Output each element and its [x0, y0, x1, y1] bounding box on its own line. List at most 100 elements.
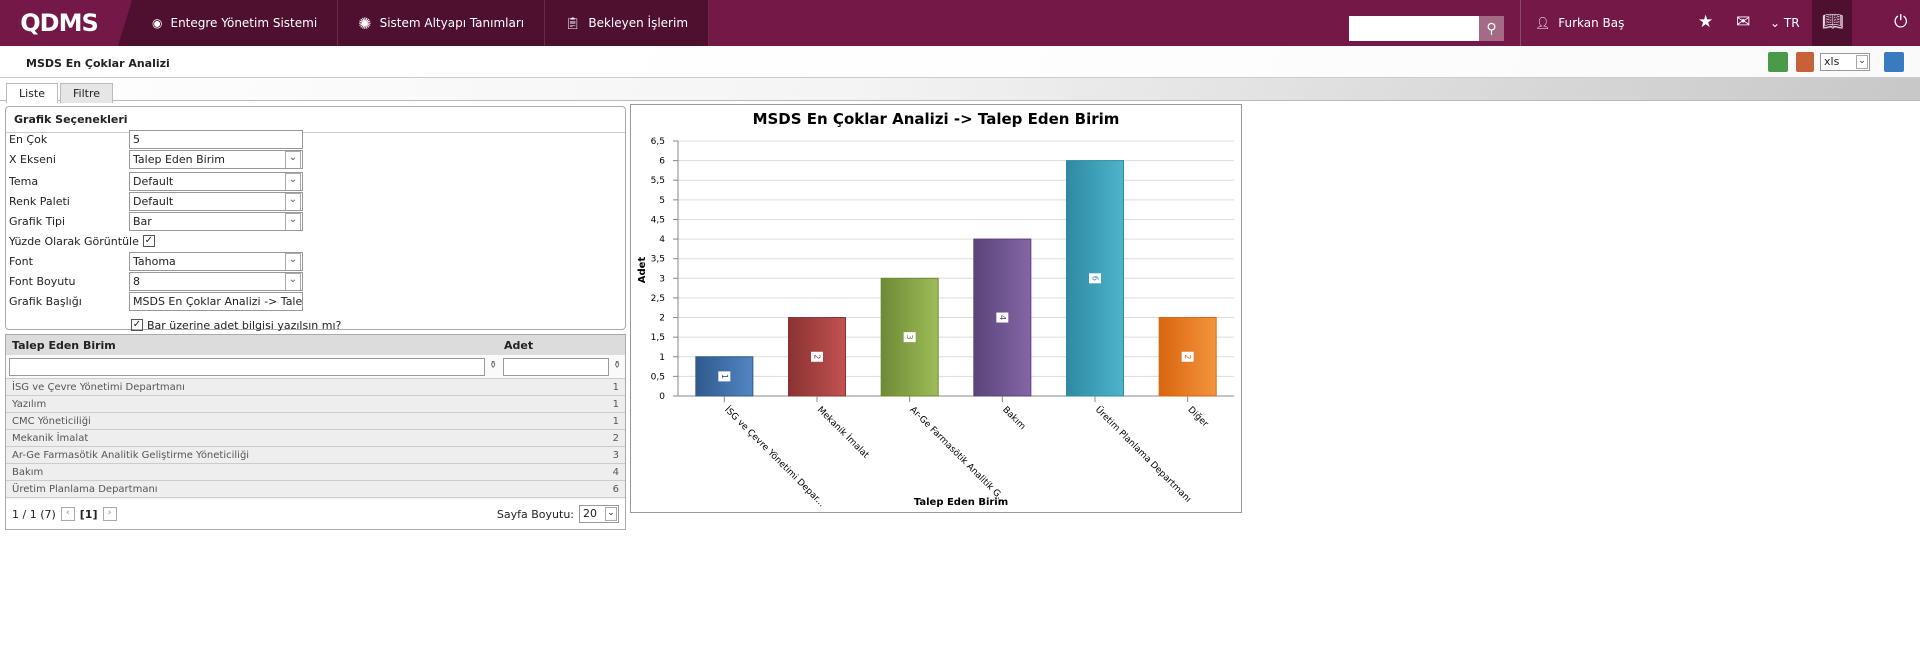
user-menu[interactable]: 👤︎ Furkan Baş [1520, 0, 1624, 46]
book-icon[interactable]: 📖︎ [1812, 0, 1852, 46]
mail-icon[interactable]: ✉ [1736, 12, 1751, 32]
bar-label-bg [811, 351, 823, 362]
logo[interactable]: QDMS [20, 9, 99, 37]
percent-checkbox[interactable]: ✓ [142, 235, 155, 247]
x-tick-label: Ar-Ge Farmasötik Analitik G... [908, 405, 1009, 506]
table-row[interactable]: CMC Yöneticiliği 1 [6, 413, 625, 430]
tab-bar: Liste Filtre [6, 83, 114, 103]
table-row[interactable]: Bakım 4 [6, 464, 625, 481]
nav-sistem[interactable]: ✺ Sistem Altyapı Tanımları [338, 0, 546, 46]
y-tick-label: 5,5 [651, 176, 665, 186]
cell-adet: 2 [612, 432, 619, 444]
nav-bekleyen[interactable]: 📋︎ Bekleyen İşlerim [545, 0, 710, 46]
field-value: Default [133, 195, 174, 208]
star-icon[interactable]: ★ [1698, 12, 1714, 32]
form-row: En Çok 5 [9, 129, 303, 149]
table-row[interactable]: Mekanik İmalat 2 [6, 430, 625, 447]
field-input[interactable]: 5 [129, 130, 303, 149]
cell-adet: 3 [612, 449, 619, 461]
excel-export-icon[interactable] [1884, 52, 1904, 72]
y-tick-label: 4 [659, 235, 665, 245]
page-size-label: Sayfa Boyutu: [496, 507, 574, 521]
prev-page-button[interactable]: ‹ [60, 507, 75, 521]
tab-liste[interactable]: Liste [6, 83, 58, 103]
checkbox-label: Bar üzerine adet bilgisi yazılsın mı? [147, 318, 342, 332]
field-value: 5 [133, 133, 140, 146]
form-row: Font Boyutu 8 [9, 271, 303, 291]
checkbox[interactable]: ✓ [131, 319, 143, 331]
field-value: Tahoma [133, 255, 176, 268]
field-select[interactable]: Bar [129, 212, 303, 231]
cell-birim: Yazılım [12, 398, 47, 410]
cell-birim: Mekanik İmalat [12, 432, 89, 444]
bar-label-bg [1089, 273, 1101, 284]
field-value: Talep Eden Birim [133, 153, 226, 166]
chart-export-icon[interactable] [1768, 52, 1788, 72]
bar-value-label: 6 [1091, 276, 1100, 281]
page-size-value: 20 [583, 507, 597, 520]
field-select[interactable]: Talep Eden Birim [129, 150, 303, 169]
field-label: Yüzde Olarak Görüntüle [9, 234, 139, 248]
chart-title: MSDS En Çoklar Analizi -> Talep Eden Bir… [753, 110, 1120, 128]
search-input[interactable] [1349, 16, 1479, 41]
y-tick-label: 6 [659, 157, 665, 167]
cell-adet: 4 [612, 466, 619, 478]
field-label: Tema [9, 174, 39, 188]
y-axis-label: Adet [637, 257, 648, 284]
q-icon: ◉ [152, 16, 163, 30]
print-icon[interactable] [1796, 52, 1814, 72]
bar-label-checkbox[interactable]: ✓ Bar üzerine adet bilgisi yazılsın mı? [131, 315, 341, 335]
field-select[interactable]: Default [129, 192, 303, 211]
filter-icon[interactable]: ⚱ [489, 360, 498, 371]
page-size-select[interactable]: 20 ⌄ [579, 505, 619, 523]
next-page-button[interactable]: › [102, 507, 117, 521]
field-label: Font [9, 254, 33, 268]
power-icon[interactable]: ⏻ [1894, 12, 1908, 32]
cell-adet: 1 [612, 398, 619, 410]
filter-birim-input[interactable] [9, 358, 485, 376]
tab-filtre[interactable]: Filtre [60, 83, 114, 103]
table-row[interactable]: Üretim Planlama Departmanı 6 [6, 481, 625, 498]
table-row[interactable]: İSG ve Çevre Yönetimi Departmanı 1 [6, 379, 625, 396]
form-row: Renk Paleti Default [9, 191, 303, 211]
bar-value-label: 2 [813, 354, 822, 359]
filter-adet-input[interactable] [503, 358, 609, 376]
y-tick-label: 1 [659, 353, 665, 363]
field-value: Bar [133, 215, 152, 228]
search-button[interactable]: ⚲ [1479, 16, 1504, 41]
language-selector[interactable]: ⌄ TR [1770, 16, 1800, 30]
pager-info: 1 / 1 (7) [12, 507, 56, 521]
field-label: En Çok [9, 132, 48, 146]
bar-label-bg [1181, 351, 1194, 362]
field-select[interactable]: 8 [129, 272, 303, 291]
field-input[interactable]: MSDS En Çoklar Analizi -> Talep Eden Bir… [129, 292, 303, 311]
column-header-adet[interactable]: Adet [504, 338, 534, 352]
chart-panel: MSDS En Çoklar Analizi -> Talep Eden Bir… [630, 104, 1242, 513]
export-format-select[interactable]: xls ⌄ [1820, 53, 1870, 71]
page-header: MSDS En Çoklar Analizi xls ⌄ [0, 46, 1920, 78]
nav-entegre[interactable]: ◉ Entegre Yönetim Sistemi [132, 0, 339, 46]
data-grid: Talep Eden Birim Adet ⚱ ⚱ İSG ve Çevre Yö… [5, 334, 626, 530]
field-value: MSDS En Çoklar Analizi -> Talep Eden Bir… [133, 295, 303, 308]
form-row: Yüzde Olarak Görüntüle ✓ [9, 231, 309, 251]
panel-title: Grafik Seçenekleri [6, 107, 625, 133]
page-title: MSDS En Çoklar Analizi [26, 57, 170, 70]
table-row[interactable]: Ar-Ge Farmasötik Analitik Geliştirme Yön… [6, 447, 625, 464]
x-tick-label: İSG ve Çevre Yönetimi Depar... [722, 404, 827, 509]
chart-options-panel: Grafik Seçenekleri En Çok 5 X Ekseni Talep … [5, 106, 626, 332]
field-label: X Ekseni [9, 152, 56, 166]
bar-value-label: 4 [998, 315, 1007, 320]
current-page[interactable]: [1] [79, 507, 98, 521]
user-icon: 👤︎ [1535, 16, 1551, 30]
cell-birim: İSG ve Çevre Yönetimi Departmanı [12, 381, 185, 393]
field-select[interactable]: Default [129, 172, 303, 191]
column-header-birim[interactable]: Talep Eden Birim [12, 338, 116, 352]
y-tick-label: 0,5 [651, 372, 665, 382]
table-row[interactable]: Yazılım 1 [6, 396, 625, 413]
bar-label-bg [996, 312, 1009, 323]
y-tick-label: 3 [659, 274, 665, 284]
form-row: Grafik Başlığı MSDS En Çoklar Analizi -> … [9, 291, 303, 311]
y-tick-label: 5 [659, 196, 665, 206]
filter-icon[interactable]: ⚱ [613, 360, 622, 371]
field-select[interactable]: Tahoma [129, 252, 303, 271]
